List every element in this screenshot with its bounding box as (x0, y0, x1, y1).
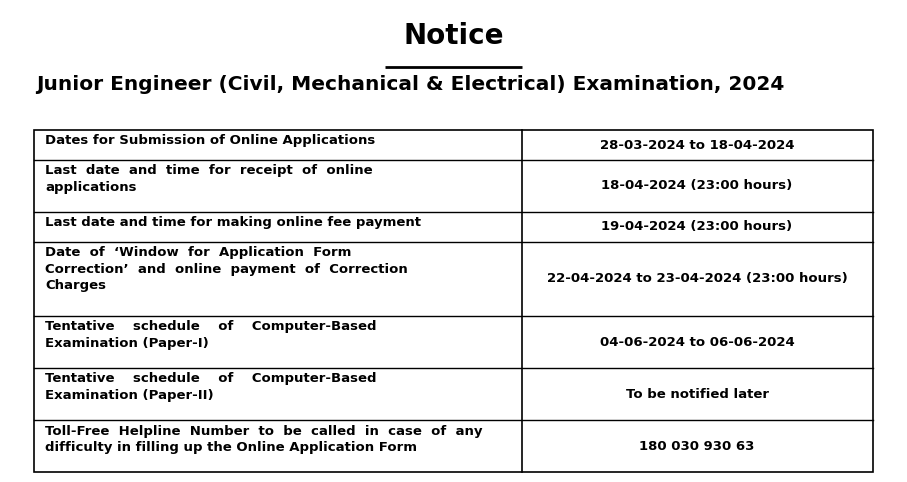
Text: Last date and time for making online fee payment: Last date and time for making online fee… (45, 216, 422, 229)
Text: 19-04-2024 (23:00 hours): 19-04-2024 (23:00 hours) (601, 220, 793, 233)
Text: Dates for Submission of Online Applications: Dates for Submission of Online Applicati… (45, 134, 375, 147)
Text: Junior Engineer (Civil, Mechanical & Electrical) Examination, 2024: Junior Engineer (Civil, Mechanical & Ele… (36, 75, 785, 94)
Text: 22-04-2024 to 23-04-2024 (23:00 hours): 22-04-2024 to 23-04-2024 (23:00 hours) (547, 272, 847, 285)
Bar (34, 130, 873, 472)
Text: Date  of  ‘Window  for  Application  Form
Correction’  and  online  payment  of : Date of ‘Window for Application Form Cor… (45, 246, 408, 292)
Text: Tentative    schedule    of    Computer-Based
Examination (Paper-I): Tentative schedule of Computer-Based Exa… (45, 321, 376, 350)
Text: Last  date  and  time  for  receipt  of  online
applications: Last date and time for receipt of online… (45, 164, 373, 194)
Text: Toll-Free  Helpline  Number  to  be  called  in  case  of  any
difficulty in fil: Toll-Free Helpline Number to be called i… (45, 425, 483, 454)
Text: Notice: Notice (404, 22, 503, 50)
Text: 28-03-2024 to 18-04-2024: 28-03-2024 to 18-04-2024 (600, 138, 795, 151)
Text: Tentative    schedule    of    Computer-Based
Examination (Paper-II): Tentative schedule of Computer-Based Exa… (45, 373, 376, 402)
Text: 180 030 930 63: 180 030 930 63 (639, 440, 755, 453)
Text: 04-06-2024 to 06-06-2024: 04-06-2024 to 06-06-2024 (600, 335, 795, 348)
Text: 18-04-2024 (23:00 hours): 18-04-2024 (23:00 hours) (601, 179, 793, 192)
Text: To be notified later: To be notified later (626, 388, 768, 401)
